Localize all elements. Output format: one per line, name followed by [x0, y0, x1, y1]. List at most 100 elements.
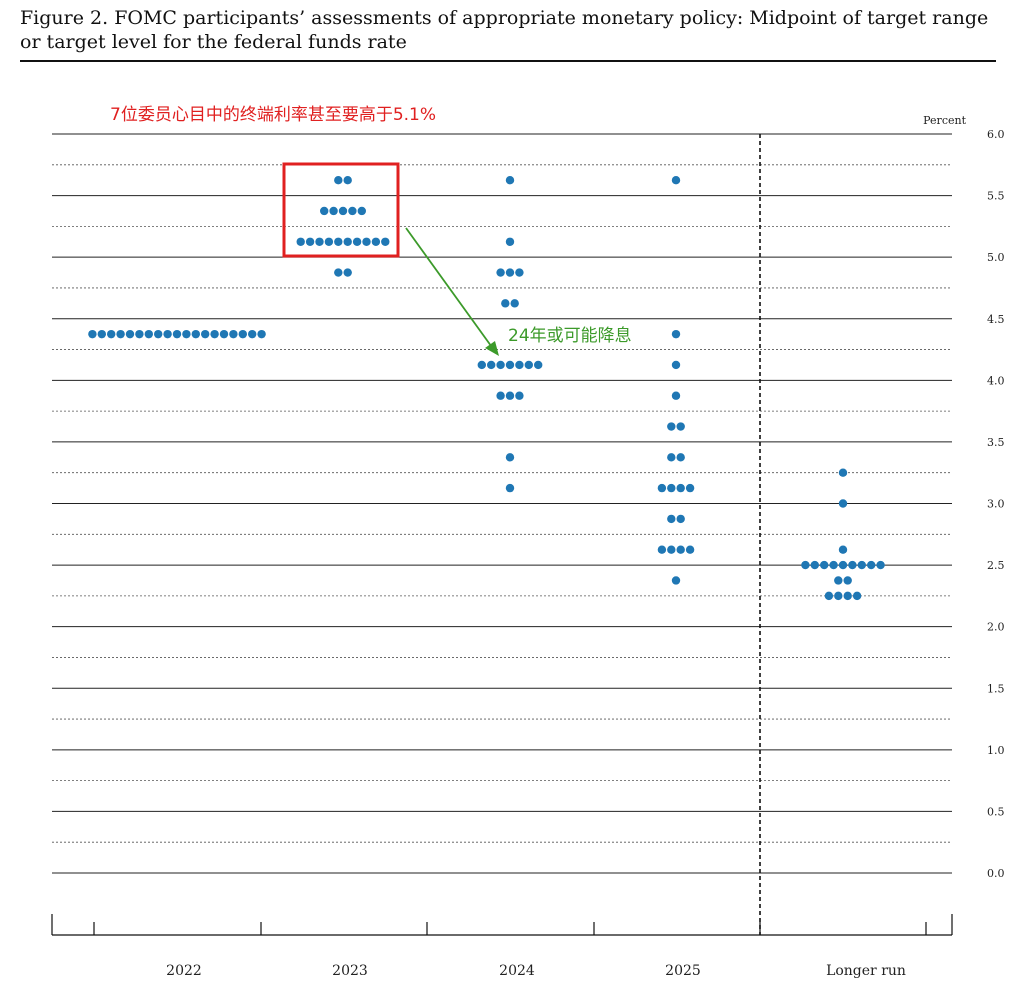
dot-mark: [810, 560, 819, 570]
dot-mark: [671, 576, 681, 585]
dot-mark: [838, 560, 848, 570]
dot-mark: [296, 237, 305, 246]
dot-mark: [667, 453, 676, 462]
dot-mark: [191, 329, 200, 339]
dot-mark: [667, 422, 676, 431]
dot-mark: [505, 391, 515, 400]
dot-mark: [172, 329, 182, 339]
dot-mark: [487, 360, 496, 370]
dot-mark: [657, 483, 667, 493]
dot-mark: [667, 483, 676, 493]
annotation-red-text: 7位委员心目中的终端利率甚至要高于5.1%: [110, 105, 436, 125]
dot-mark: [352, 237, 362, 246]
x-axis: [51, 914, 953, 936]
dot-mark: [876, 560, 885, 570]
dot-mark: [515, 391, 524, 400]
dot-mark: [116, 329, 125, 339]
dot-mark: [496, 268, 505, 277]
dot-mark: [338, 206, 348, 216]
y-tick-label: 5.5: [987, 190, 1005, 203]
dot-mark: [163, 329, 172, 339]
dot-mark: [838, 468, 848, 477]
y-tick-label: 5.0: [987, 251, 1005, 264]
y-tick-label: 4.5: [987, 313, 1005, 326]
y-tick-labels: 0.0 0.5 1.0 1.5 2.0 2.5 3.0 3.5 4.0 4.5 5.0 5.5 6.0: [987, 128, 1005, 880]
dot-mark: [343, 175, 352, 185]
dot-mark: [154, 329, 163, 339]
dot-mark: [685, 483, 695, 493]
y-tick-label: 3.5: [987, 436, 1005, 449]
dot-mark: [496, 360, 505, 370]
dot-mark: [238, 329, 247, 339]
x-category-label: Longer run: [826, 963, 906, 979]
y-tick-label: 4.0: [987, 374, 1005, 387]
dot-mark: [671, 360, 681, 370]
dot-mark: [334, 268, 343, 277]
y-tick-label: 0.0: [987, 867, 1005, 880]
dot-mark: [135, 329, 144, 339]
x-category-labels: 2022 2023 2024 2025 Longer run: [166, 963, 906, 979]
dot-mark: [801, 560, 810, 570]
dot-mark: [362, 237, 371, 246]
dot-mark: [334, 237, 343, 246]
dot-mark: [324, 237, 334, 246]
dot-mark: [676, 545, 685, 554]
dot-mark: [343, 268, 352, 277]
dot-mark: [676, 422, 685, 431]
caption-rule: [20, 60, 996, 62]
dot-mark: [505, 453, 515, 462]
y-tick-label: 2.0: [987, 621, 1005, 634]
dot-mark: [229, 329, 238, 339]
dot-mark: [676, 514, 685, 524]
dot-mark: [515, 268, 524, 277]
dot-mark: [505, 483, 515, 493]
dot-mark: [671, 391, 681, 400]
dot-mark: [834, 576, 843, 585]
figure-caption: Figure 2. FOMC participants’ assessments…: [20, 7, 989, 53]
dot-mark: [838, 545, 848, 554]
dot-mark: [676, 483, 685, 493]
dot-mark: [671, 329, 681, 339]
dot-mark: [505, 237, 515, 246]
gridlines: [52, 133, 952, 874]
dot-mark: [510, 299, 519, 308]
dot-mark: [824, 591, 834, 601]
x-category-label: 2025: [665, 963, 701, 979]
dot-mark: [834, 591, 843, 601]
dot-mark: [257, 329, 266, 339]
dot-mark: [501, 299, 510, 308]
dot-mark: [857, 560, 866, 570]
dot-mark: [477, 360, 486, 370]
dot-mark: [838, 499, 848, 508]
dot-mark: [348, 206, 357, 216]
dot-mark: [505, 360, 515, 370]
dot-mark: [125, 329, 135, 339]
y-tick-label: 1.5: [987, 682, 1005, 695]
x-category-label: 2023: [332, 963, 368, 979]
dot-mark: [676, 453, 685, 462]
dot-mark: [381, 237, 390, 246]
dot-mark: [524, 360, 533, 370]
dot-mark: [201, 329, 210, 339]
dot-mark: [671, 175, 681, 185]
dot-mark: [97, 329, 107, 339]
dot-mark: [843, 576, 852, 585]
dot-mark: [371, 237, 381, 246]
dot-mark: [496, 391, 505, 400]
y-tick-label: 0.5: [987, 805, 1005, 818]
dot-mark: [667, 514, 676, 524]
dot-mark: [515, 360, 524, 370]
dot-mark: [329, 206, 338, 216]
dot-mark: [210, 329, 219, 339]
y-tick-label: 6.0: [987, 128, 1005, 141]
y-axis-label: Percent: [923, 114, 966, 127]
dot-mark: [334, 175, 343, 185]
dot-mark: [505, 175, 515, 185]
annotation-green-text: 24年或可能降息: [508, 326, 632, 346]
dot-mark: [248, 329, 257, 339]
dot-mark: [685, 545, 695, 554]
dot-mark: [182, 329, 191, 339]
dot-mark: [820, 560, 829, 570]
dot-mark: [829, 560, 838, 570]
